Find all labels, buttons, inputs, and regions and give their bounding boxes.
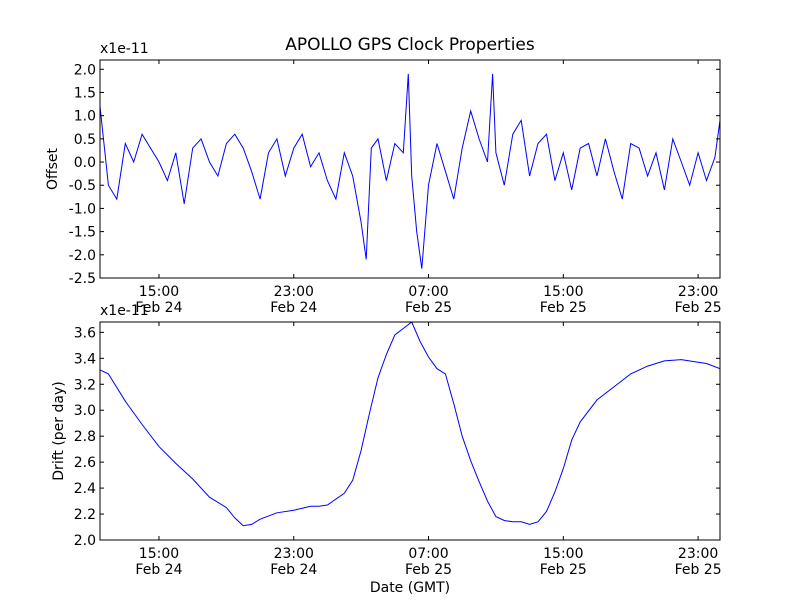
offset-ytick-label: -1.0 — [69, 201, 96, 217]
offset-ytick-label: 1.5 — [74, 85, 96, 101]
drift-xtick-date: Feb 25 — [540, 562, 587, 578]
offset-xtick-time: 23:00 — [274, 284, 314, 300]
offset-ytick-label: -0.5 — [69, 178, 96, 194]
offset-ytick-label: 0.0 — [74, 155, 96, 171]
drift-xtick-date: Feb 24 — [270, 562, 317, 578]
drift-xtick-time: 07:00 — [408, 546, 448, 562]
offset-xtick-date: Feb 25 — [675, 300, 722, 316]
drift-xtick-date: Feb 25 — [405, 562, 452, 578]
offset-series-line-0 — [100, 73, 720, 269]
drift-xtick-time: 23:00 — [678, 546, 718, 562]
drift-y-multiplier: x1e-11 — [100, 303, 149, 319]
offset-panel: 2.0 1.5 1.0 0.5 0.0 -0.5 -1.0 -1.5 -2.0 -2.5 15:00… — [45, 41, 722, 316]
drift-series-line-0 — [100, 322, 720, 527]
offset-xtick-date: Feb 25 — [405, 300, 452, 316]
drift-ytick-label: 3.2 — [74, 377, 96, 393]
offset-xtick-date: Feb 24 — [270, 300, 317, 316]
offset-xtick-time: 23:00 — [678, 284, 718, 300]
chart-title: APOLLO GPS Clock Properties — [285, 35, 535, 55]
drift-ytick-label: 3.4 — [74, 351, 96, 367]
drift-xlabel: Date (GMT) — [370, 580, 450, 596]
offset-axes-frame — [99, 59, 721, 279]
drift-ytick-label: 3.0 — [74, 403, 96, 419]
drift-xtick-date: Feb 24 — [135, 562, 182, 578]
drift-ytick-label: 2.6 — [74, 455, 96, 471]
drift-xtick-time: 15:00 — [139, 546, 179, 562]
offset-ylabel: Offset — [45, 147, 61, 190]
drift-ylabel: Drift (per day) — [51, 381, 67, 480]
offset-ytick-label: -2.0 — [69, 248, 96, 264]
offset-ytick-label: 0.5 — [74, 132, 96, 148]
offset-ytick-label: -1.5 — [69, 225, 96, 241]
offset-xtick-time: 15:00 — [139, 284, 179, 300]
drift-axes-frame — [99, 321, 721, 541]
drift-xtick-date: Feb 25 — [675, 562, 722, 578]
offset-xtick-time: 07:00 — [408, 284, 448, 300]
offset-ytick-label: 2.0 — [74, 62, 96, 78]
offset-y-multiplier: x1e-11 — [100, 41, 149, 57]
offset-ytick-label: 1.0 — [74, 109, 96, 125]
drift-xtick-time: 23:00 — [274, 546, 314, 562]
offset-ytick-label: -2.5 — [69, 271, 96, 287]
drift-ytick-label: 2.4 — [74, 481, 96, 497]
drift-xtick-time: 15:00 — [543, 546, 583, 562]
offset-xtick-date: Feb 24 — [135, 300, 182, 316]
drift-ytick-label: 2.0 — [74, 533, 96, 549]
drift-ytick-label: 3.6 — [74, 325, 96, 341]
offset-xtick-date: Feb 25 — [540, 300, 587, 316]
drift-ytick-label: 2.2 — [74, 507, 96, 523]
drift-ytick-label: 2.8 — [74, 429, 96, 445]
offset-xtick-time: 15:00 — [543, 284, 583, 300]
